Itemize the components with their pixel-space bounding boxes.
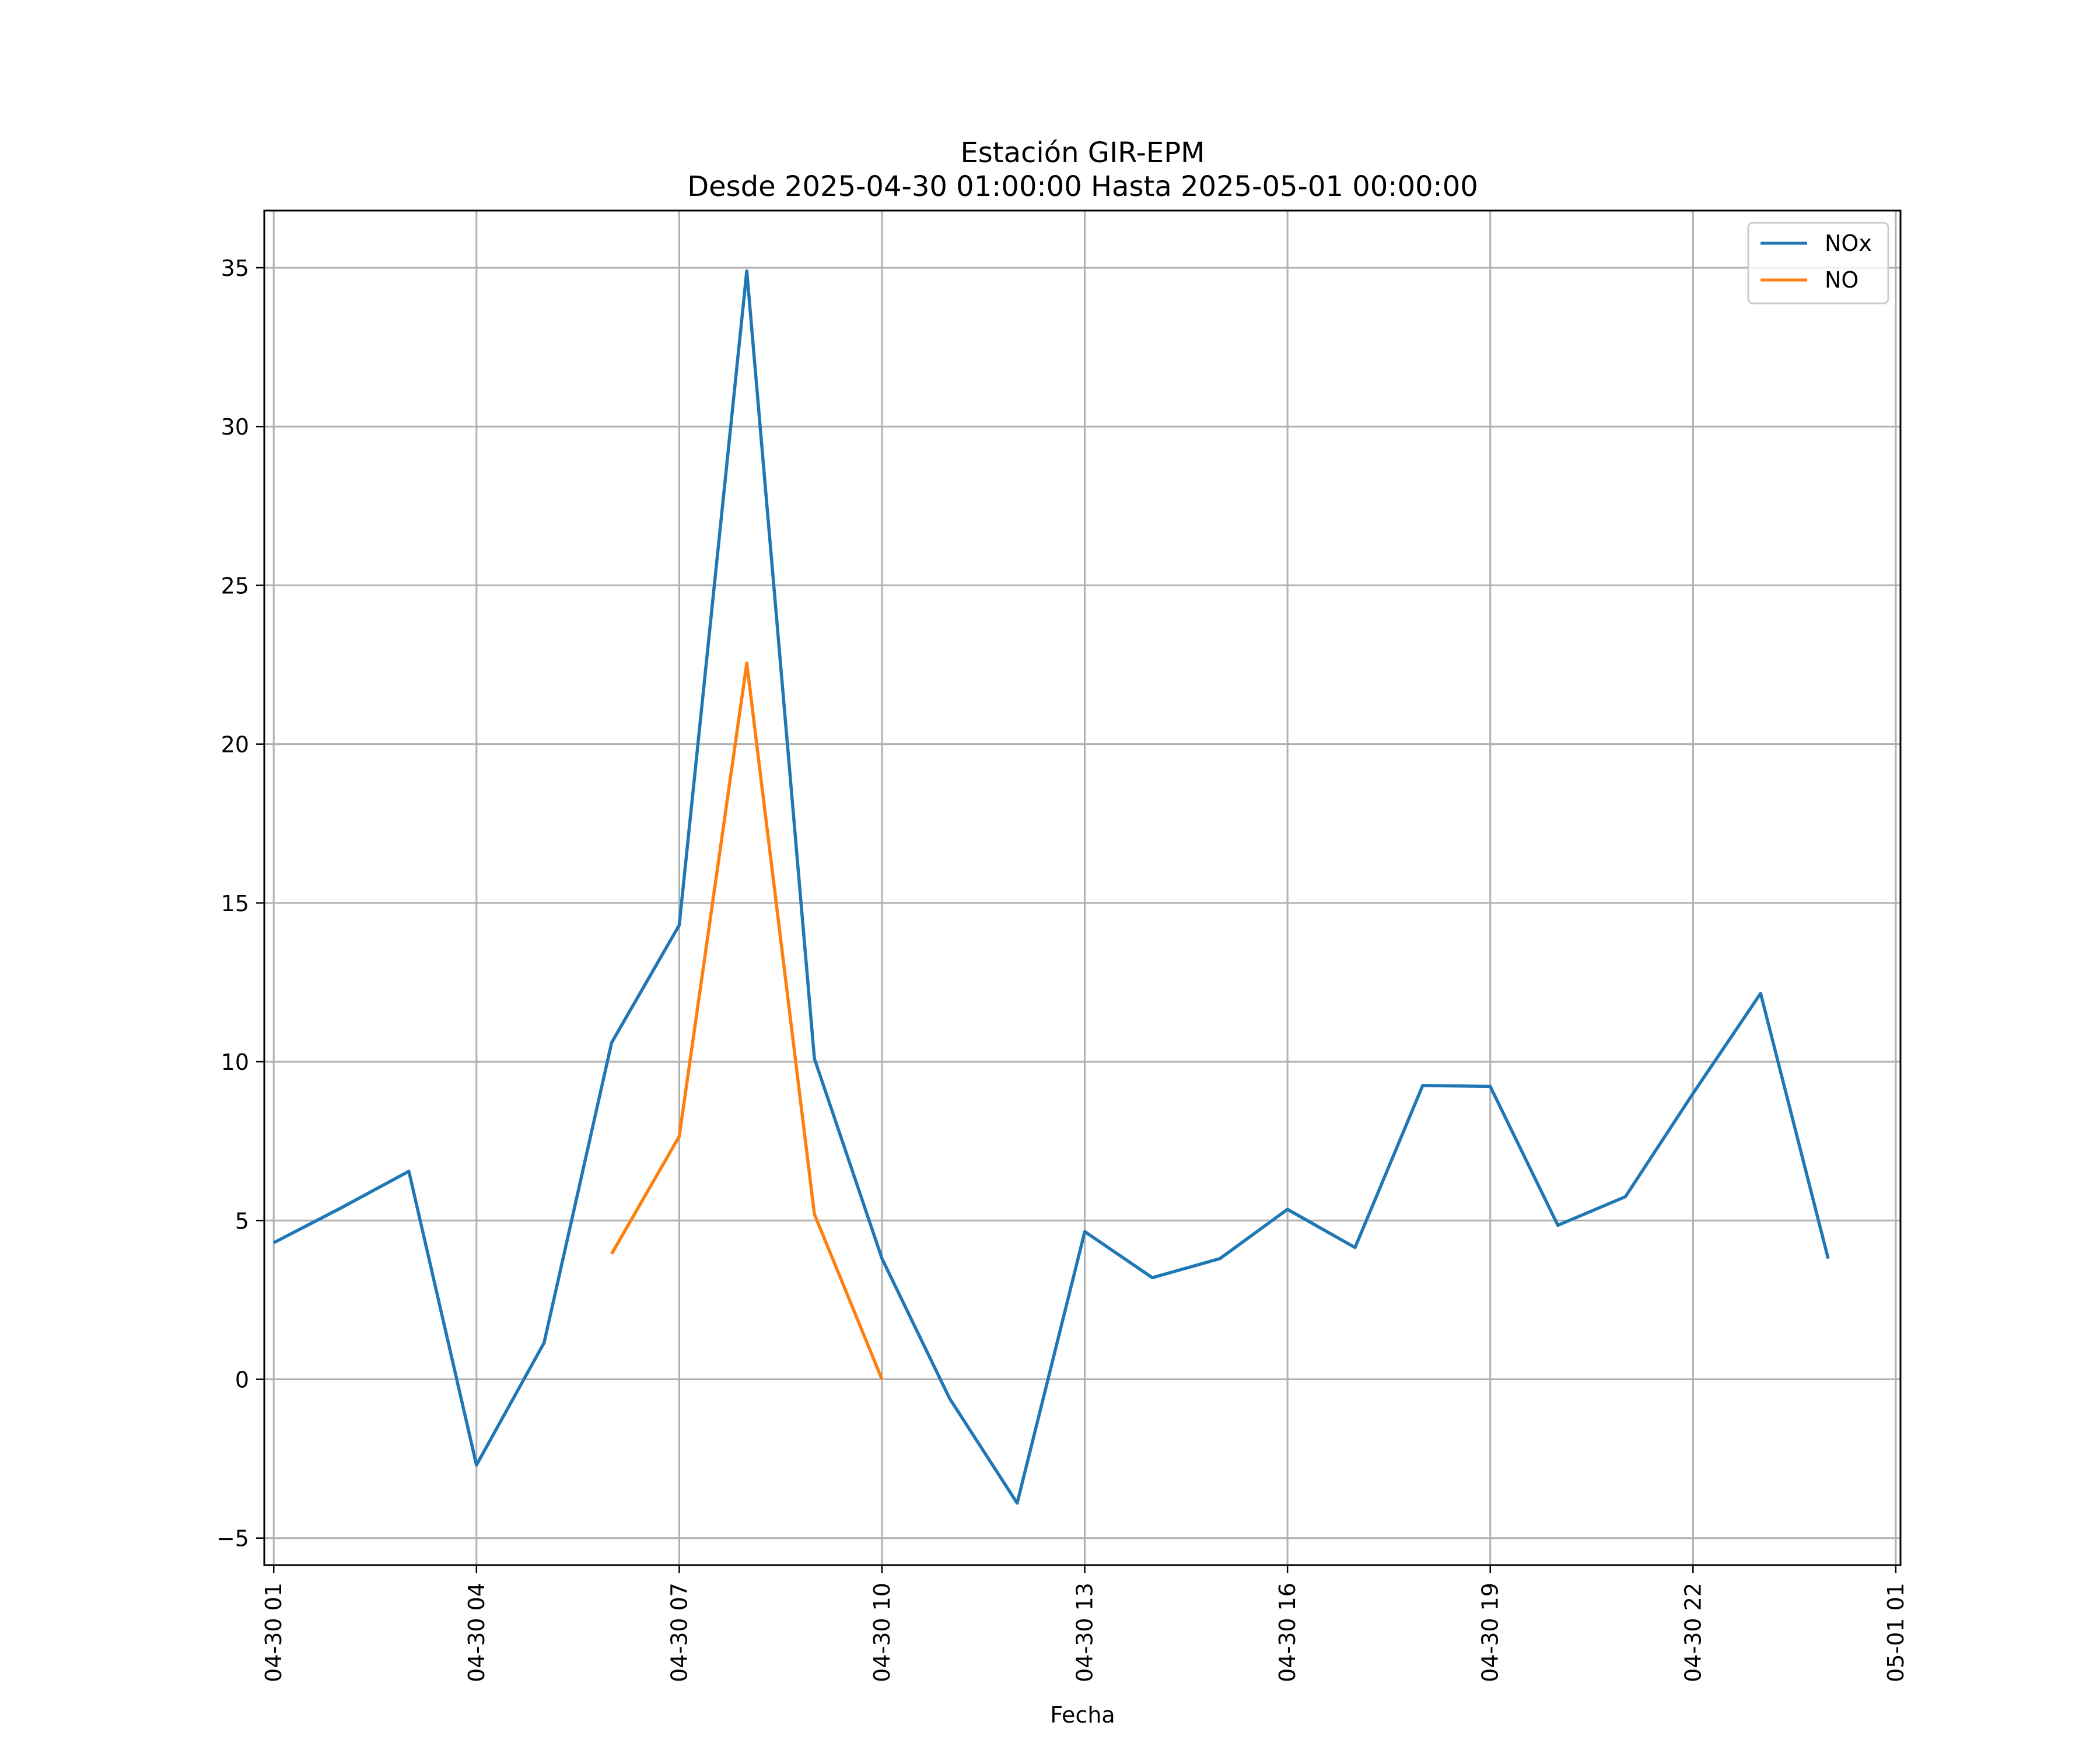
x-tick-label: 05-01 01: [1883, 1583, 1909, 1682]
x-axis-label: Fecha: [1050, 1702, 1115, 1728]
y-axis-ticks: −5 0 5 10 15 20 25 30 35: [216, 256, 264, 1552]
plot-area-frame: [263, 209, 1902, 1566]
x-tick-label: 04-30 01: [261, 1583, 286, 1682]
y-tick-label: 5: [235, 1208, 249, 1234]
series-line-nox: [272, 269, 1830, 1505]
x-tick-label: 04-30 22: [1680, 1583, 1706, 1682]
y-tick-label: 0: [235, 1367, 249, 1393]
chart-title: Estación GIR-EPM: [960, 136, 1205, 169]
series-lines: [272, 269, 1830, 1505]
chart-subtitle: Desde 2025-04-30 01:00:00 Hasta 2025-05-…: [687, 170, 1478, 203]
x-tick-label: 04-30 16: [1275, 1583, 1300, 1682]
x-tick-label: 04-30 13: [1072, 1583, 1098, 1682]
x-tick-label: 04-30 04: [464, 1583, 489, 1682]
y-tick-label: 30: [221, 414, 249, 440]
y-tick-label: 20: [221, 732, 249, 758]
legend-label-no: NO: [1825, 267, 1859, 293]
y-tick-label: 35: [221, 256, 249, 281]
x-axis-ticks: 04-30 01 04-30 04 04-30 07 04-30 10 04-30 13…: [261, 1565, 1909, 1682]
y-tick-label: 10: [221, 1049, 249, 1075]
x-tick-label: 04-30 19: [1478, 1583, 1503, 1682]
legend-label-nox: NOx: [1825, 230, 1872, 256]
grid-lines: [264, 211, 1901, 1565]
y-tick-label: 15: [221, 891, 249, 916]
y-tick-label: −5: [216, 1526, 249, 1552]
x-tick-label: 04-30 10: [869, 1583, 895, 1682]
x-tick-label: 04-30 07: [666, 1583, 692, 1682]
legend: NOx NO: [1747, 222, 1889, 304]
series-line-no: [610, 662, 884, 1380]
y-tick-label: 25: [221, 573, 249, 598]
